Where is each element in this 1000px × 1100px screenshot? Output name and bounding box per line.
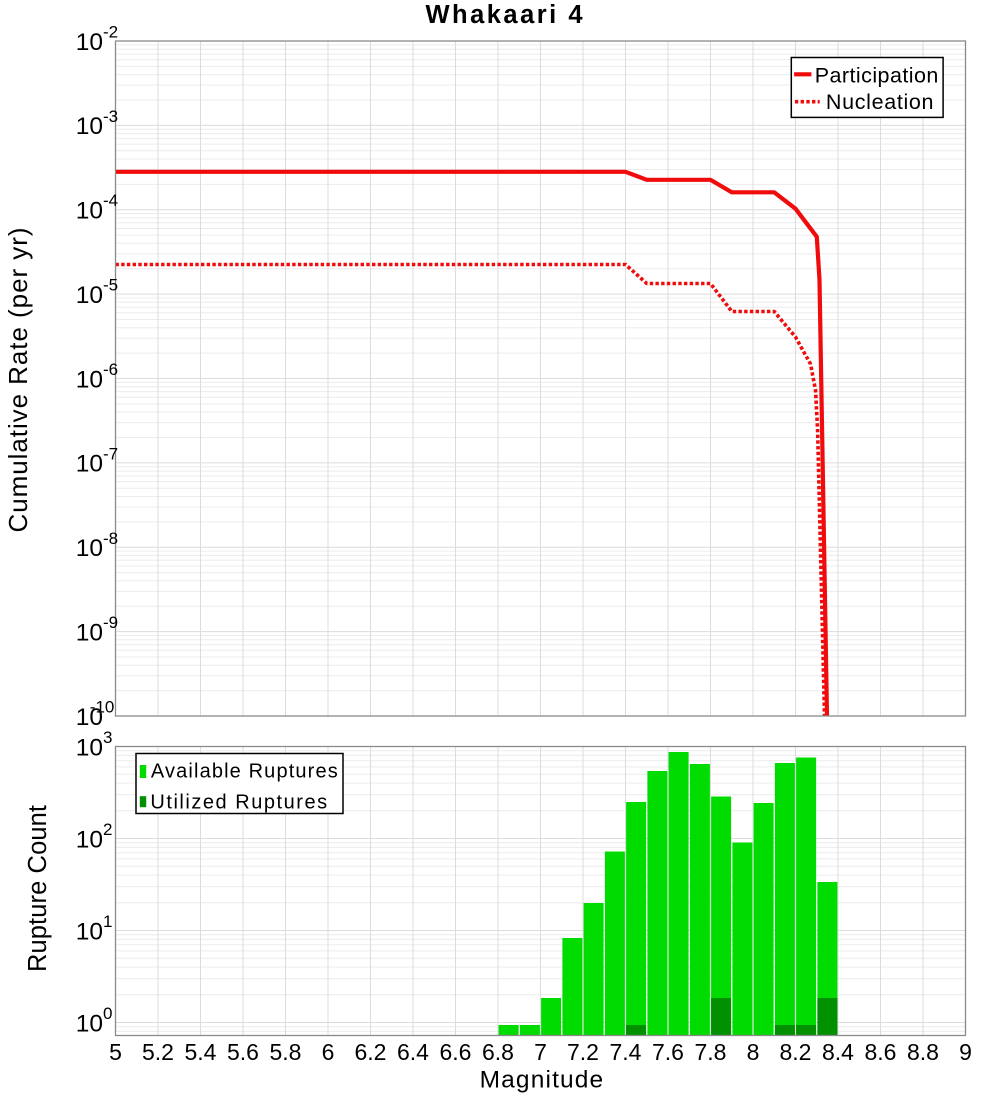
- svg-text:10: 10: [76, 282, 103, 309]
- svg-text:5.6: 5.6: [227, 1039, 259, 1065]
- svg-text:5: 5: [109, 1039, 122, 1065]
- svg-text:-2: -2: [103, 23, 118, 42]
- svg-text:8.8: 8.8: [907, 1039, 939, 1065]
- svg-text:-10: -10: [90, 698, 115, 717]
- svg-text:9: 9: [959, 1039, 972, 1065]
- svg-text:7: 7: [534, 1039, 547, 1065]
- svg-text:10: 10: [76, 29, 103, 56]
- svg-text:Cumulative Rate (per yr): Cumulative Rate (per yr): [3, 228, 33, 533]
- svg-text:10: 10: [76, 198, 103, 225]
- svg-text:10: 10: [76, 619, 103, 646]
- svg-text:10: 10: [76, 366, 103, 393]
- svg-text:1: 1: [103, 912, 112, 931]
- svg-text:10: 10: [76, 451, 103, 478]
- svg-text:6.4: 6.4: [397, 1039, 429, 1065]
- svg-text:-4: -4: [103, 191, 118, 210]
- svg-text:Rupture Count: Rupture Count: [24, 805, 52, 972]
- svg-text:5.4: 5.4: [185, 1039, 217, 1065]
- svg-text:-7: -7: [103, 444, 118, 463]
- svg-text:-8: -8: [103, 529, 118, 548]
- svg-text:-6: -6: [103, 360, 118, 379]
- svg-text:10: 10: [76, 113, 103, 140]
- svg-text:10: 10: [76, 918, 103, 945]
- svg-text:5.2: 5.2: [142, 1039, 174, 1065]
- svg-text:5.8: 5.8: [270, 1039, 302, 1065]
- svg-text:7.6: 7.6: [652, 1039, 684, 1065]
- svg-text:6: 6: [322, 1039, 335, 1065]
- svg-text:Available Ruptures: Available Ruptures: [151, 761, 338, 783]
- svg-text:8: 8: [747, 1039, 760, 1065]
- svg-text:10: 10: [76, 1010, 103, 1037]
- svg-text:3: 3: [103, 728, 112, 747]
- svg-text:0: 0: [103, 1004, 112, 1023]
- svg-text:6.8: 6.8: [482, 1039, 514, 1065]
- svg-text:10: 10: [76, 704, 103, 731]
- svg-text:Whakaari 4: Whakaari 4: [426, 1, 584, 29]
- svg-text:10: 10: [76, 535, 103, 562]
- svg-text:10: 10: [76, 734, 103, 761]
- svg-text:Magnitude: Magnitude: [480, 1067, 604, 1094]
- svg-text:-9: -9: [103, 613, 118, 632]
- svg-text:8.6: 8.6: [865, 1039, 897, 1065]
- svg-text:Utilized Ruptures: Utilized Ruptures: [150, 792, 327, 814]
- svg-text:6.6: 6.6: [440, 1039, 472, 1065]
- svg-text:-5: -5: [103, 276, 118, 295]
- svg-text:-3: -3: [103, 107, 118, 126]
- svg-text:7.2: 7.2: [567, 1039, 599, 1065]
- svg-text:6.2: 6.2: [355, 1039, 387, 1065]
- svg-text:Participation: Participation: [815, 63, 939, 87]
- svg-text:8.2: 8.2: [780, 1039, 812, 1065]
- svg-text:10: 10: [76, 826, 103, 853]
- svg-text:Nucleation: Nucleation: [826, 90, 934, 114]
- svg-text:2: 2: [103, 820, 112, 839]
- svg-text:7.4: 7.4: [610, 1039, 642, 1065]
- svg-text:8.4: 8.4: [822, 1039, 854, 1065]
- svg-text:7.8: 7.8: [695, 1039, 727, 1065]
